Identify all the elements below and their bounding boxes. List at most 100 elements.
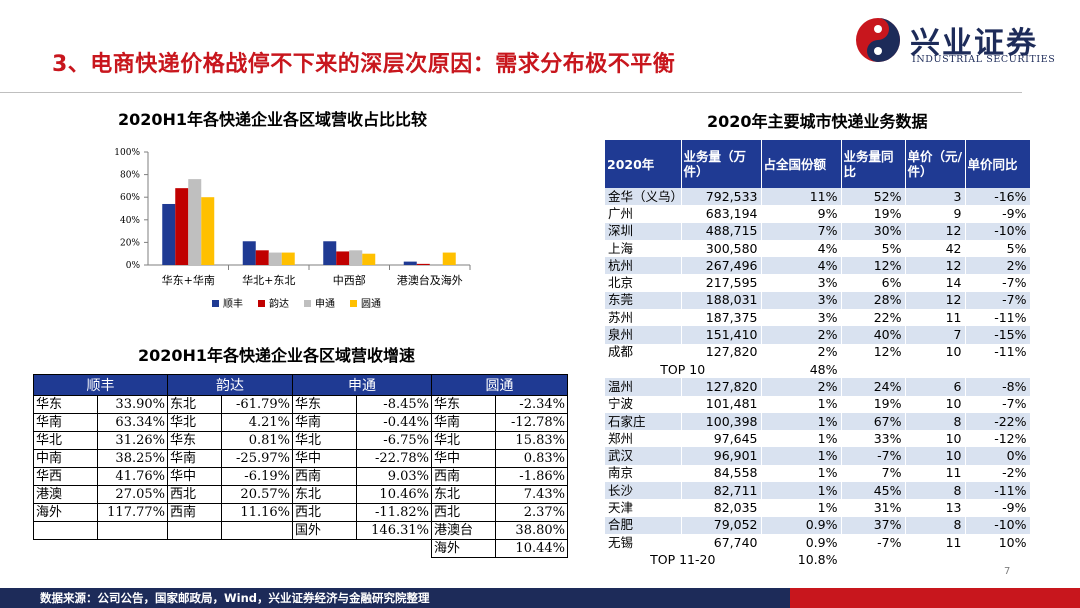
city-value-cell: 100,398 [681, 412, 762, 431]
city-row: 泉州 151,410 2% 40% 7 -15% [605, 326, 1031, 344]
city-value-cell: 2% [761, 343, 842, 361]
city-row: 武汉 96,901 1% -7% 10 0% [605, 447, 1031, 465]
city-value-cell: 683,194 [681, 205, 762, 223]
city-value-cell: 42 [905, 239, 966, 258]
city-value-cell: 8 [905, 412, 966, 431]
city-value-cell: 3% [761, 291, 842, 310]
city-row: 郑州 97,645 1% 33% 10 -12% [605, 430, 1031, 448]
growth-region-cell: 西北 [167, 485, 222, 504]
city-row: 合肥 79,052 0.9% 37% 8 -10% [605, 516, 1031, 534]
city-value-cell: 11 [905, 533, 966, 552]
growth-value-cell [357, 540, 432, 558]
growth-region-cell: 西南 [431, 467, 496, 486]
bar-1-2 [268, 252, 282, 265]
city-value-cell: -8% [965, 378, 1031, 396]
city-subtotal-label: TOP 10 [605, 360, 762, 379]
city-name-cell: 长沙 [605, 482, 682, 500]
city-value-cell: 24% [841, 378, 906, 396]
growth-row: 华东 33.90% 东北 -61.79% 华东 -8.45% 华东 -2.34% [33, 395, 568, 414]
city-name-cell: 合肥 [605, 516, 682, 534]
city-value-cell: -2% [965, 464, 1031, 483]
growth-value-cell: 2.37% [495, 503, 568, 522]
brand-name: 兴业证券 [910, 26, 1038, 61]
city-value-cell: 1% [761, 499, 842, 517]
city-row: 东莞 188,031 3% 28% 12 -7% [605, 291, 1031, 310]
city-header-price-yoy: 单价同比 [965, 140, 1031, 188]
city-value-cell: -7% [965, 395, 1031, 413]
bar-3-3 [442, 252, 456, 265]
growth-region-cell: 海外 [33, 503, 98, 522]
growth-value-cell: -11.82% [356, 503, 432, 522]
city-value-cell: 13 [905, 499, 966, 517]
city-row: 上海 300,580 4% 5% 42 5% [605, 239, 1031, 258]
city-value-cell: 45% [841, 482, 906, 500]
city-value-cell: 267,496 [681, 257, 762, 275]
city-value-cell: 0.9% [761, 516, 842, 534]
city-value-cell: 67% [841, 412, 906, 431]
city-value-cell: 1% [761, 464, 842, 483]
city-name-cell: 天津 [605, 499, 682, 517]
city-name-cell: 金华（义乌） [605, 188, 683, 206]
city-value-cell: 1% [761, 395, 842, 413]
growth-region-cell [34, 540, 98, 558]
city-value-cell: -7% [841, 447, 906, 465]
growth-value-cell: 38.80% [495, 521, 568, 540]
growth-row: 港澳 27.05% 西北 20.57% 东北 10.46% 东北 7.43% [33, 485, 568, 504]
growth-value-cell: 33.90% [97, 395, 168, 414]
city-value-cell: 488,715 [681, 222, 762, 240]
legend-swatch [212, 300, 219, 307]
city-name-cell: 东莞 [605, 291, 682, 310]
growth-region-cell: 东北 [167, 395, 222, 414]
bar-1-3 [281, 252, 295, 265]
brand-logo-icon [856, 18, 900, 62]
bar-3-0 [403, 261, 417, 265]
x-category-label: 港澳台及海外 [397, 273, 463, 287]
city-row: 宁波 101,481 1% 19% 10 -7% [605, 395, 1031, 413]
growth-region-cell: 华中 [167, 467, 222, 486]
city-value-cell: 10 [905, 395, 966, 413]
growth-header-yunda: 韵达 [167, 374, 293, 396]
x-category-label: 华北+东北 [242, 273, 295, 287]
city-subtotal-share: 48% [761, 360, 842, 379]
legend-swatch [258, 300, 265, 307]
city-row: 无锡 67,740 0.9% -7% 11 10% [605, 533, 1031, 552]
brand-logo: 兴业证券 INDUSTRIAL SECURITIES [852, 14, 1072, 70]
city-value-cell: 79,052 [681, 516, 762, 534]
growth-region-cell [293, 540, 357, 558]
city-value-cell: -10% [965, 516, 1031, 534]
growth-value-cell: 4.21% [221, 413, 293, 432]
city-value-cell: 7% [761, 222, 842, 240]
bar-2-2 [349, 250, 363, 265]
city-value-cell: 37% [841, 516, 906, 534]
city-subtotal-row: TOP 11-20 10.8% [605, 551, 1031, 569]
growth-value-cell: 27.05% [97, 485, 168, 504]
city-value-cell: 3 [905, 188, 966, 206]
city-value-cell: -16% [965, 188, 1031, 206]
city-subtotal-blank [841, 360, 1031, 379]
city-value-cell: 3% [761, 274, 842, 292]
y-tick-label: 0% [126, 261, 141, 271]
city-name-cell: 石家庄 [605, 412, 682, 431]
city-row: 天津 82,035 1% 31% 13 -9% [605, 499, 1031, 517]
city-value-cell: 101,481 [681, 395, 762, 413]
growth-region-cell: 华北 [292, 431, 357, 450]
growth-value-cell: 20.57% [221, 485, 293, 504]
city-value-cell: 52% [841, 188, 906, 206]
city-value-cell: -9% [965, 205, 1031, 223]
city-row: 石家庄 100,398 1% 67% 8 -22% [605, 412, 1031, 431]
growth-header-yuantong: 圆通 [431, 374, 568, 396]
city-row: 南京 84,558 1% 7% 11 -2% [605, 464, 1031, 483]
growth-value-cell: -6.19% [221, 467, 293, 486]
growth-region-cell: 华中 [431, 449, 496, 468]
city-name-cell: 北京 [605, 274, 682, 292]
growth-value-cell: 63.34% [97, 413, 168, 432]
city-value-cell: 82,711 [681, 482, 762, 500]
city-row: 长沙 82,711 1% 45% 8 -11% [605, 482, 1031, 500]
y-tick-label: 20% [120, 238, 140, 248]
city-value-cell: 96,901 [681, 447, 762, 465]
growth-value-cell: -8.45% [356, 395, 432, 414]
city-value-cell: 792,533 [681, 188, 762, 206]
legend-label: 申通 [315, 297, 335, 310]
bar-0-0 [162, 203, 176, 265]
city-value-cell: -9% [965, 499, 1031, 517]
